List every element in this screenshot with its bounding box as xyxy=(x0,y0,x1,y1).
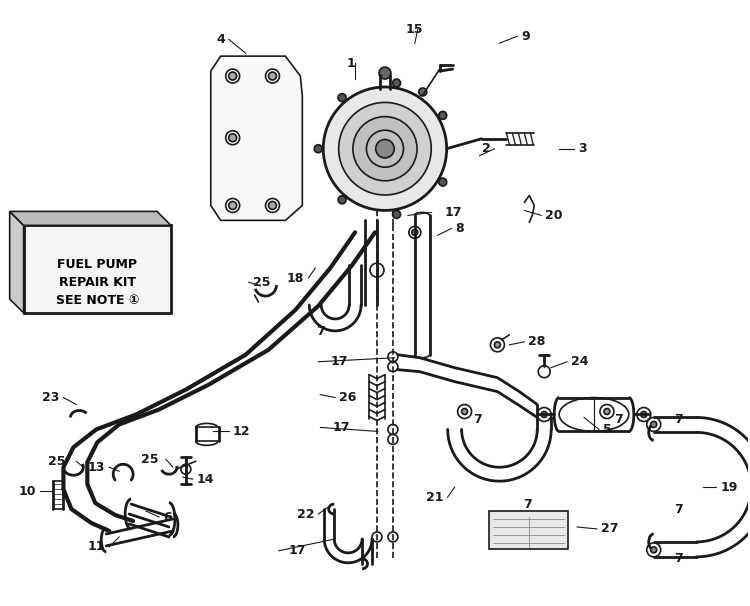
Text: 3: 3 xyxy=(578,142,586,155)
FancyBboxPatch shape xyxy=(489,510,568,550)
Text: 15: 15 xyxy=(405,23,422,36)
Circle shape xyxy=(314,145,322,153)
Circle shape xyxy=(323,87,447,210)
Circle shape xyxy=(651,421,657,427)
Text: 7: 7 xyxy=(674,413,683,426)
Circle shape xyxy=(352,116,417,181)
Circle shape xyxy=(229,134,237,142)
Circle shape xyxy=(229,72,237,80)
Circle shape xyxy=(339,102,431,195)
Text: 4: 4 xyxy=(216,33,225,45)
Text: 8: 8 xyxy=(456,222,464,235)
Text: 23: 23 xyxy=(42,391,59,404)
Circle shape xyxy=(226,199,239,213)
Bar xyxy=(23,225,171,313)
Text: 25: 25 xyxy=(142,453,159,466)
Text: 24: 24 xyxy=(571,355,589,368)
Polygon shape xyxy=(10,211,23,313)
Text: 12: 12 xyxy=(232,425,250,438)
Polygon shape xyxy=(211,56,302,221)
Text: 1: 1 xyxy=(346,56,355,70)
Circle shape xyxy=(439,112,447,119)
Polygon shape xyxy=(10,211,171,225)
Text: SEE NOTE ①: SEE NOTE ① xyxy=(56,293,139,307)
Circle shape xyxy=(338,94,346,102)
Text: REPAIR KIT: REPAIR KIT xyxy=(58,276,136,288)
Text: 18: 18 xyxy=(287,271,304,285)
Circle shape xyxy=(338,196,346,204)
Circle shape xyxy=(439,178,447,186)
Circle shape xyxy=(419,88,427,96)
Circle shape xyxy=(268,72,277,80)
Circle shape xyxy=(376,139,394,158)
Text: 7: 7 xyxy=(674,502,683,516)
Text: 22: 22 xyxy=(297,508,314,521)
Text: FUEL PUMP: FUEL PUMP xyxy=(57,258,137,271)
Circle shape xyxy=(226,69,239,83)
Circle shape xyxy=(268,201,277,210)
Text: 25: 25 xyxy=(48,454,65,468)
Text: 7: 7 xyxy=(316,325,325,338)
Text: 7: 7 xyxy=(473,413,482,426)
Text: 7: 7 xyxy=(523,498,532,511)
Text: 17: 17 xyxy=(332,421,350,434)
Circle shape xyxy=(651,547,657,553)
Circle shape xyxy=(392,210,400,218)
Text: 17: 17 xyxy=(289,544,306,558)
Text: 17: 17 xyxy=(445,206,462,219)
Text: 17: 17 xyxy=(330,355,348,368)
Text: 21: 21 xyxy=(426,491,444,504)
Text: 14: 14 xyxy=(196,473,214,485)
Circle shape xyxy=(640,411,646,418)
Circle shape xyxy=(229,201,237,210)
Text: 11: 11 xyxy=(88,541,105,553)
Text: 28: 28 xyxy=(528,335,546,348)
Text: 9: 9 xyxy=(521,30,530,43)
Text: 10: 10 xyxy=(18,485,35,498)
Text: 7: 7 xyxy=(674,552,683,565)
Text: 25: 25 xyxy=(253,276,270,288)
Text: 26: 26 xyxy=(339,391,356,404)
Text: 5: 5 xyxy=(603,423,612,436)
Circle shape xyxy=(379,67,391,79)
Circle shape xyxy=(494,342,500,348)
Text: 20: 20 xyxy=(545,209,562,222)
Text: 27: 27 xyxy=(601,522,619,536)
Circle shape xyxy=(412,229,418,235)
Circle shape xyxy=(266,199,280,213)
Text: 6: 6 xyxy=(163,510,172,524)
Circle shape xyxy=(392,79,400,87)
Circle shape xyxy=(226,131,239,145)
Circle shape xyxy=(266,69,280,83)
Circle shape xyxy=(604,408,610,415)
Text: 13: 13 xyxy=(88,461,105,474)
Text: 19: 19 xyxy=(721,481,738,494)
Text: 2: 2 xyxy=(482,142,490,155)
Text: 7: 7 xyxy=(614,413,623,426)
Circle shape xyxy=(461,408,467,415)
Circle shape xyxy=(542,411,548,418)
